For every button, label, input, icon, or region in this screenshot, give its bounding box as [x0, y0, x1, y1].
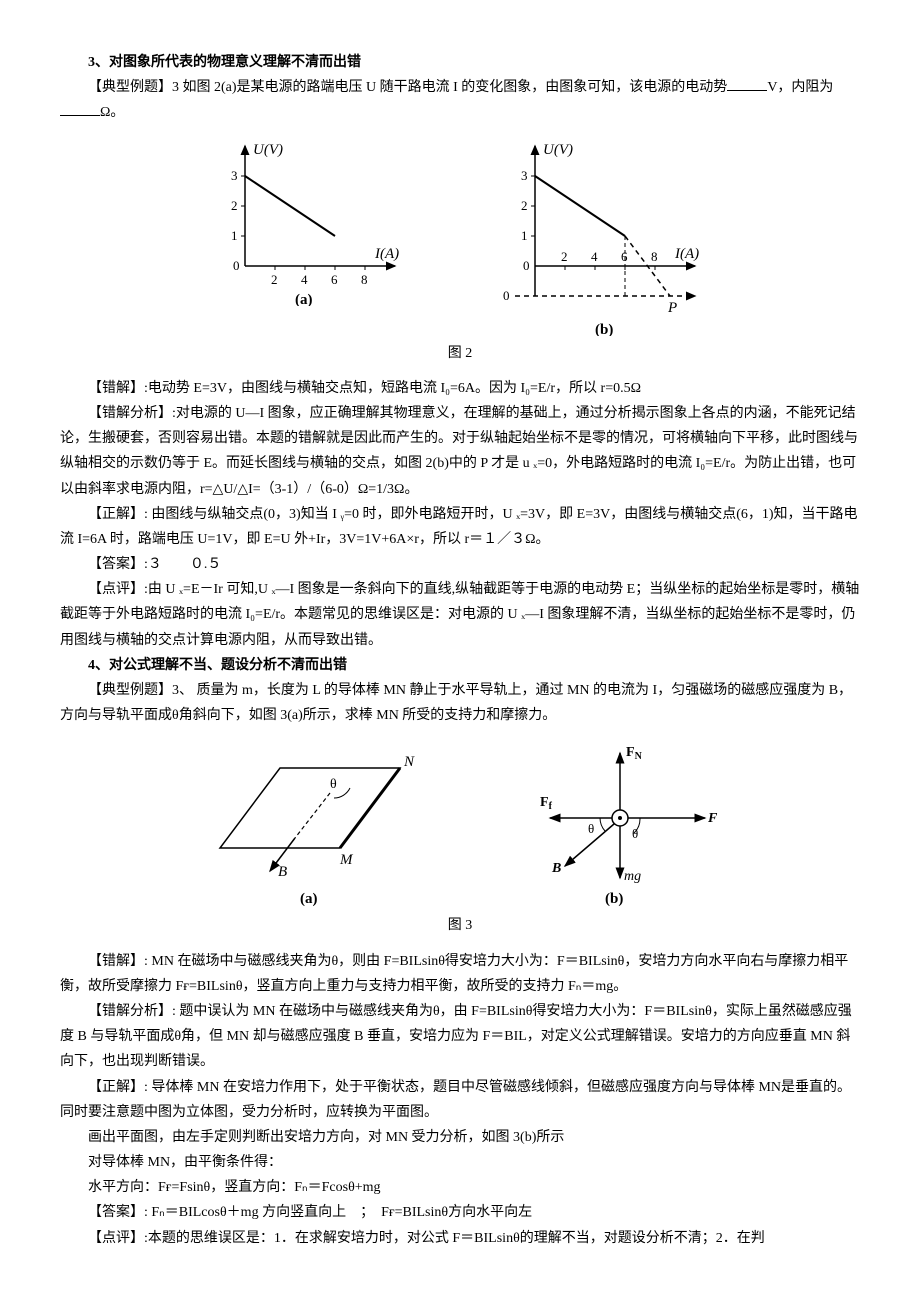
svg-text:B: B: [278, 864, 287, 880]
p4-comment: 【点评】:本题的思维误区是：1．在求解安培力时，对公式 F＝BILsinθ的理解…: [60, 1226, 860, 1251]
p3-comment: 【点评】:由 U ₓ=E－Ir 可知,U ₓ—I 图象是一条斜向下的直线,纵轴截…: [60, 577, 860, 653]
figure-2a: 0 1 2 3 2 4 6 8 U(V) I(A) (a): [205, 136, 405, 336]
comment-label: 【点评】:: [88, 582, 148, 597]
svg-text:8: 8: [361, 272, 368, 287]
svg-text:Ff: Ff: [540, 795, 553, 812]
wrong-an-text: 题中误认为 MN 在磁场中与磁感线夹角为θ，由 F=BILsinθ得安培力大小为…: [60, 1004, 852, 1069]
svg-text:1: 1: [521, 228, 528, 243]
blank-emf: [727, 76, 767, 91]
svg-text:θ: θ: [588, 821, 594, 836]
unit-ohm: Ω。: [100, 105, 124, 120]
ans-text: ３ ０.５: [148, 557, 222, 572]
svg-text:θ: θ: [330, 777, 337, 792]
svg-text:4: 4: [301, 272, 308, 287]
svg-text:0: 0: [233, 258, 240, 273]
ans-label: 【答案】:: [88, 1205, 148, 1220]
figure-3a: N M B θ (a): [200, 738, 430, 908]
svg-text:FN: FN: [626, 745, 643, 762]
problem-3-prompt: 【典型例题】3 如图 2(a)是某电源的路端电压 U 随干路电流 I 的变化图象…: [60, 75, 860, 125]
p-label: P: [667, 300, 677, 316]
blank-r: [60, 101, 100, 116]
svg-text:mg: mg: [624, 869, 641, 884]
p3-wrong: 【错解】:电动势 E=3V，由图线与横轴交点知，短路电流 I₀=6A。因为 I₀…: [60, 376, 860, 401]
wrong-text: MN 在磁场中与磁感线夹角为θ，则由 F=BILsinθ得安培力大小为：F＝BI…: [60, 954, 848, 994]
svg-text:1: 1: [231, 228, 238, 243]
wrong-text: 电动势 E=3V，由图线与横轴交点知，短路电流 I₀=6A。因为 I₀=E/r，…: [148, 381, 641, 396]
right-label: 【正解】:: [88, 507, 148, 522]
p4-wrong: 【错解】: MN 在磁场中与磁感线夹角为θ，则由 F=BILsinθ得安培力大小…: [60, 949, 860, 999]
svg-text:4: 4: [591, 249, 598, 264]
svg-text:3: 3: [231, 168, 238, 183]
wrong-label: 【错解】:: [88, 381, 148, 396]
right-text: 由图线与纵轴交点(0，3)知当 I ᵧ=0 时，即外电路短开时，U ₓ=3V，即…: [60, 507, 858, 547]
section-4-heading: 4、对公式理解不当、题设分析不清而出错: [60, 653, 860, 678]
figure-2b: 0 1 2 3 2 4 6 8 0 P U(V): [485, 136, 715, 336]
svg-text:3: 3: [521, 168, 528, 183]
p4-right-3: 对导体棒 MN，由平衡条件得：: [60, 1150, 860, 1175]
p4-right-4: 水平方向：Fғ=Fsinθ，竖直方向：Fₙ＝Fcosθ+mg: [60, 1175, 860, 1200]
p4-right: 【正解】: 导体棒 MN 在安培力作用下，处于平衡状态，题目中尽管磁感线倾斜，但…: [60, 1075, 860, 1125]
svg-text:N: N: [403, 754, 415, 770]
ans-text: Fₙ＝BILcosθ＋mg 方向竖直向上 ； Fғ=BILsinθ方向水平向左: [148, 1205, 532, 1220]
data-line: [535, 176, 625, 236]
svg-text:6: 6: [331, 272, 338, 287]
svg-text:θ: θ: [632, 826, 638, 841]
svg-text:2: 2: [521, 198, 528, 213]
svg-text:0: 0: [523, 258, 530, 273]
figure-3-container: N M B θ (a) FN mg: [60, 738, 860, 908]
wrong-label: 【错解】:: [88, 954, 148, 969]
svg-text:2: 2: [561, 249, 568, 264]
fig3b-caption: (b): [605, 891, 623, 907]
problem-4-prompt: 【典型例题】3、 质量为 m，长度为 L 的导体棒 MN 静止于水平导轨上，通过…: [60, 678, 860, 728]
figure-3b: FN mg F Ff B θ θ (b): [510, 738, 720, 908]
p3-answer: 【答案】:３ ０.５: [60, 552, 860, 577]
svg-text:F: F: [707, 811, 718, 826]
svg-text:B: B: [551, 861, 561, 876]
svg-text:M: M: [339, 852, 354, 868]
prompt-text: 如图 2(a)是某电源的路端电压 U 随干路电流 I 的变化图象，由图象可知，该…: [179, 80, 727, 95]
rod-mn: [340, 768, 400, 848]
p3-right: 【正解】: 由图线与纵轴交点(0，3)知当 I ᵧ=0 时，即外电路短开时，U …: [60, 502, 860, 552]
svg-text:2: 2: [231, 198, 238, 213]
svg-text:2: 2: [271, 272, 278, 287]
p3-wrong-analysis: 【错解分析】:对电源的 U—I 图象，应正确理解其物理意义，在理解的基础上，通过…: [60, 401, 860, 502]
fig2a-caption: (a): [295, 292, 313, 306]
data-line: [245, 176, 335, 236]
p4-wrong-analysis: 【错解分析】: 题中误认为 MN 在磁场中与磁感线夹角为θ，由 F=BILsin…: [60, 999, 860, 1075]
x-label: I(A): [374, 246, 399, 262]
svg-text:I(A): I(A): [674, 246, 699, 262]
section-3-heading: 3、对图象所代表的物理意义理解不清而出错: [60, 50, 860, 75]
svg-text:8: 8: [651, 249, 658, 264]
figure-3-caption: 图 3: [60, 913, 860, 938]
prompt-label: 【典型例题】3、: [88, 683, 193, 698]
figure-2-container: 0 1 2 3 2 4 6 8 U(V) I(A) (a): [60, 136, 860, 336]
p4-right-2: 画出平面图，由左手定则判断出安培力方向，对 MN 受力分析，如图 3(b)所示: [60, 1125, 860, 1150]
y-label: U(V): [253, 142, 283, 158]
fig2b-caption: (b): [595, 322, 613, 336]
fig3a-caption: (a): [300, 891, 318, 907]
wrong-an-label: 【错解分析】:: [88, 1004, 176, 1019]
wrong-an-text: 对电源的 U—I 图象，应正确理解其物理意义，在理解的基础上，通过分析揭示图象上…: [60, 406, 858, 497]
comment-text: 由 U ₓ=E－Ir 可知,U ₓ—I 图象是一条斜向下的直线,纵轴截距等于电源…: [60, 582, 859, 647]
p4-answer: 【答案】: Fₙ＝BILcosθ＋mg 方向竖直向上 ； Fғ=BILsinθ方…: [60, 1200, 860, 1225]
right-text: 导体棒 MN 在安培力作用下，处于平衡状态，题目中尽管磁感线倾斜，但磁感应强度方…: [60, 1080, 851, 1120]
unit-v: V，内阻为: [767, 80, 833, 95]
prompt-label: 【典型例题】3: [88, 80, 179, 95]
right-label: 【正解】:: [88, 1080, 148, 1095]
comment-label: 【点评】:: [88, 1231, 148, 1246]
wrong-an-label: 【错解分析】:: [88, 406, 176, 421]
ans-label: 【答案】:: [88, 557, 148, 572]
comment-text: 本题的思维误区是：1．在求解安培力时，对公式 F＝BILsinθ的理解不当，对题…: [148, 1231, 765, 1246]
rail-plane: [220, 768, 400, 848]
figure-2-caption: 图 2: [60, 341, 860, 366]
svg-text:0: 0: [503, 288, 510, 303]
svg-text:U(V): U(V): [543, 142, 573, 158]
